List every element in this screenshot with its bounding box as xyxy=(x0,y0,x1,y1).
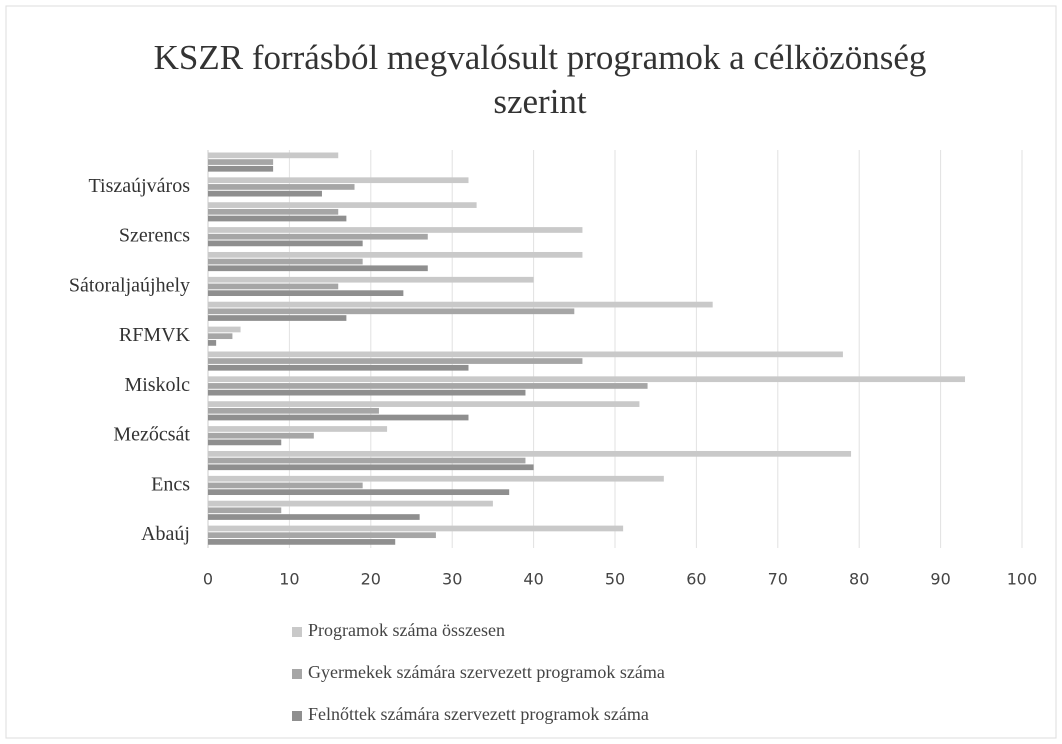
bar xyxy=(208,227,583,233)
bar xyxy=(208,464,534,471)
bar xyxy=(208,333,233,340)
bar xyxy=(208,507,282,514)
bar xyxy=(208,251,583,258)
y-tick-label: Abaúj xyxy=(141,523,190,545)
x-tick-label: 90 xyxy=(930,570,950,589)
legend-swatch xyxy=(292,711,302,721)
bar xyxy=(208,283,339,290)
bar xyxy=(208,432,314,439)
legend-swatch xyxy=(292,627,302,637)
bar xyxy=(208,364,469,371)
bar xyxy=(208,340,217,346)
legend-label: Gyermekek számára szervezett programok s… xyxy=(308,662,665,682)
y-tick-label: Szerencs xyxy=(119,225,190,247)
bar xyxy=(208,358,583,364)
bar xyxy=(208,376,966,383)
bar xyxy=(208,475,664,482)
y-tick-label: Miskolc xyxy=(124,374,190,396)
bar xyxy=(208,500,493,507)
x-tick-label: 70 xyxy=(768,570,788,589)
legend-label: Programok száma összesen xyxy=(308,620,505,640)
bar xyxy=(208,177,469,184)
bar xyxy=(208,489,510,496)
y-tick-label: Mezőcsát xyxy=(113,424,190,446)
bar xyxy=(208,426,388,432)
bar xyxy=(208,184,355,190)
chart-title: KSZR forrásból megvalósult programok a c… xyxy=(153,38,927,121)
x-tick-label: 40 xyxy=(523,570,543,589)
bar xyxy=(208,389,526,396)
bar xyxy=(208,233,428,240)
bar xyxy=(208,351,843,358)
bar xyxy=(208,525,624,532)
x-tick-label: 10 xyxy=(279,570,299,589)
bar xyxy=(208,532,436,539)
x-tick-label: 20 xyxy=(361,570,381,589)
bar xyxy=(208,326,241,333)
bar xyxy=(208,152,339,159)
legend-label: Felnőttek számára szervezett programok s… xyxy=(308,704,649,724)
bar xyxy=(208,301,713,308)
bar xyxy=(208,383,648,389)
legend-swatch xyxy=(292,669,302,679)
bar xyxy=(208,514,420,520)
bar xyxy=(208,240,363,247)
bar xyxy=(208,457,526,464)
bar xyxy=(208,190,322,197)
bar xyxy=(208,482,363,489)
x-tick-label: 80 xyxy=(849,570,869,589)
bar xyxy=(208,276,534,283)
x-tick-label: 60 xyxy=(686,570,706,589)
bar xyxy=(208,315,347,321)
y-tick-label: RFMVK xyxy=(119,324,191,346)
bar xyxy=(208,258,363,265)
bar xyxy=(208,539,396,545)
bar xyxy=(208,401,640,407)
bar xyxy=(208,215,347,222)
bar xyxy=(208,265,428,272)
bar xyxy=(208,159,274,165)
bar xyxy=(208,165,274,172)
y-tick-label: Encs xyxy=(151,473,190,495)
chart-border xyxy=(5,5,1057,739)
x-tick-label: 100 xyxy=(1007,570,1038,589)
bar xyxy=(208,202,477,208)
x-tick-label: 0 xyxy=(203,570,213,589)
bar xyxy=(208,450,852,457)
bar xyxy=(208,308,575,315)
y-tick-label: Tiszaújváros xyxy=(89,175,191,197)
y-tick-label: Sátoraljaújhely xyxy=(69,274,190,296)
bar xyxy=(208,439,282,446)
bar xyxy=(208,290,404,297)
bar xyxy=(208,208,339,215)
x-tick-label: 50 xyxy=(605,570,625,589)
x-tick-label: 30 xyxy=(442,570,462,589)
bar xyxy=(208,414,469,421)
bar xyxy=(208,407,379,414)
